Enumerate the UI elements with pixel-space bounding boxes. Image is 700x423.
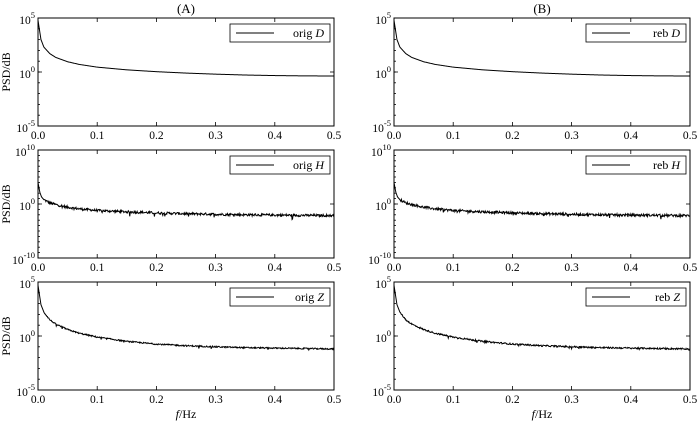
- y-tick-label: 10-5: [372, 382, 391, 399]
- panel-2: (B) 0.0 0.1 0.2 0.3 0.4 0.5 105 100 10-5 reb D: [372, 1, 697, 142]
- panel-title: (A): [177, 1, 195, 16]
- legend-box: [229, 23, 331, 43]
- x-tick-label: 0.4: [624, 262, 639, 274]
- y-tick-label: 100: [375, 328, 391, 345]
- panel-5: 0.0 0.1 0.2 0.3 0.4 0.5 105 100 10-5 PSD/dB f/Hz or…: [0, 274, 341, 421]
- legend-box: [585, 23, 687, 43]
- panel-3: 0.0 0.1 0.2 0.3 0.4 0.5 1010 100 10-10 PSD/dB orig…: [0, 142, 341, 274]
- x-tick-label: 0.1: [446, 130, 461, 142]
- legend-label: orig Z: [295, 290, 324, 304]
- panel-4: 0.0 0.1 0.2 0.3 0.4 0.5 1010 100 10-10 reb H: [368, 142, 697, 274]
- x-tick-label: 0.1: [90, 130, 105, 142]
- x-tick-label: 0.3: [208, 130, 223, 142]
- x-tick-label: 0.1: [446, 262, 461, 274]
- series-line: [38, 182, 334, 221]
- y-tick-label: 105: [375, 274, 391, 291]
- panel-1: (A) 0.0 0.1 0.2 0.3 0.4 0.5 105 100 10-5 PSD/dB ori…: [0, 1, 341, 142]
- x-tick-label: 0.2: [505, 262, 520, 274]
- y-tick-label: 10-10: [368, 250, 391, 267]
- x-tick-label: 0.5: [683, 130, 698, 142]
- y-tick-label: 10-5: [16, 118, 35, 135]
- x-tick-label: 0.2: [149, 130, 164, 142]
- legend-box: [229, 155, 331, 175]
- x-tick-label: 0.3: [564, 130, 579, 142]
- y-tick-label: 100: [375, 196, 391, 213]
- y-tick-label: 10-10: [12, 250, 35, 267]
- x-tick-label: 0.4: [624, 130, 639, 142]
- x-tick-label: 0.0: [387, 130, 402, 142]
- y-tick-label: 105: [375, 10, 391, 27]
- x-tick-label: 0.2: [149, 394, 164, 406]
- panel-6: 0.0 0.1 0.2 0.3 0.4 0.5 105 100 10-5 f/Hz reb Z: [372, 274, 697, 421]
- x-tick-label: 0.3: [208, 262, 223, 274]
- x-tick-label: 0.1: [90, 262, 105, 274]
- x-tick-label: 0.4: [268, 262, 283, 274]
- x-axis-label: f/Hz: [176, 407, 197, 421]
- series-line: [394, 285, 690, 352]
- legend-box: [585, 155, 687, 175]
- y-axis-label: PSD/dB: [0, 52, 13, 91]
- y-tick-label: 1010: [15, 142, 35, 159]
- y-tick-label: 105: [19, 10, 35, 27]
- series-line: [394, 20, 690, 77]
- x-tick-label: 0.5: [327, 130, 342, 142]
- x-tick-label: 0.3: [208, 394, 223, 406]
- y-tick-label: 100: [19, 196, 35, 213]
- series-line: [38, 20, 334, 77]
- y-tick-label: 105: [19, 274, 35, 291]
- x-tick-label: 0.3: [564, 262, 579, 274]
- legend-label: reb D: [653, 26, 680, 40]
- series-line: [394, 182, 690, 220]
- legend-box: [229, 287, 331, 307]
- y-tick-label: 100: [19, 328, 35, 345]
- x-tick-label: 0.5: [327, 262, 342, 274]
- y-tick-label: 10-5: [16, 382, 35, 399]
- y-axis-label: PSD/dB: [0, 184, 13, 223]
- y-tick-label: 10-5: [372, 118, 391, 135]
- x-tick-label: 0.5: [327, 394, 342, 406]
- x-tick-label: 0.1: [446, 394, 461, 406]
- x-tick-label: 0.1: [90, 394, 105, 406]
- legend-label: orig D: [293, 26, 324, 40]
- x-tick-label: 0.4: [268, 130, 283, 142]
- y-tick-label: 100: [19, 64, 35, 81]
- panel-title: (B): [533, 1, 550, 16]
- x-tick-label: 0.2: [505, 130, 520, 142]
- y-axis-label: PSD/dB: [0, 316, 13, 355]
- x-tick-label: 0.5: [683, 262, 698, 274]
- x-tick-label: 0.4: [268, 394, 283, 406]
- x-tick-label: 0.0: [387, 394, 402, 406]
- x-tick-label: 0.3: [564, 394, 579, 406]
- legend-label: reb Z: [655, 290, 680, 304]
- legend-box: [585, 287, 687, 307]
- x-tick-label: 0.0: [387, 262, 402, 274]
- x-tick-label: 0.0: [31, 262, 46, 274]
- x-tick-label: 0.2: [149, 262, 164, 274]
- x-tick-label: 0.4: [624, 394, 639, 406]
- y-tick-label: 1010: [371, 142, 391, 159]
- x-axis-label: f/Hz: [532, 407, 553, 421]
- series-line: [38, 285, 334, 352]
- legend-label: orig H: [293, 158, 325, 172]
- y-tick-label: 100: [375, 64, 391, 81]
- x-tick-label: 0.2: [505, 394, 520, 406]
- legend-label: reb H: [653, 158, 681, 172]
- x-tick-label: 0.0: [31, 130, 46, 142]
- x-tick-label: 0.5: [683, 394, 698, 406]
- x-tick-label: 0.0: [31, 394, 46, 406]
